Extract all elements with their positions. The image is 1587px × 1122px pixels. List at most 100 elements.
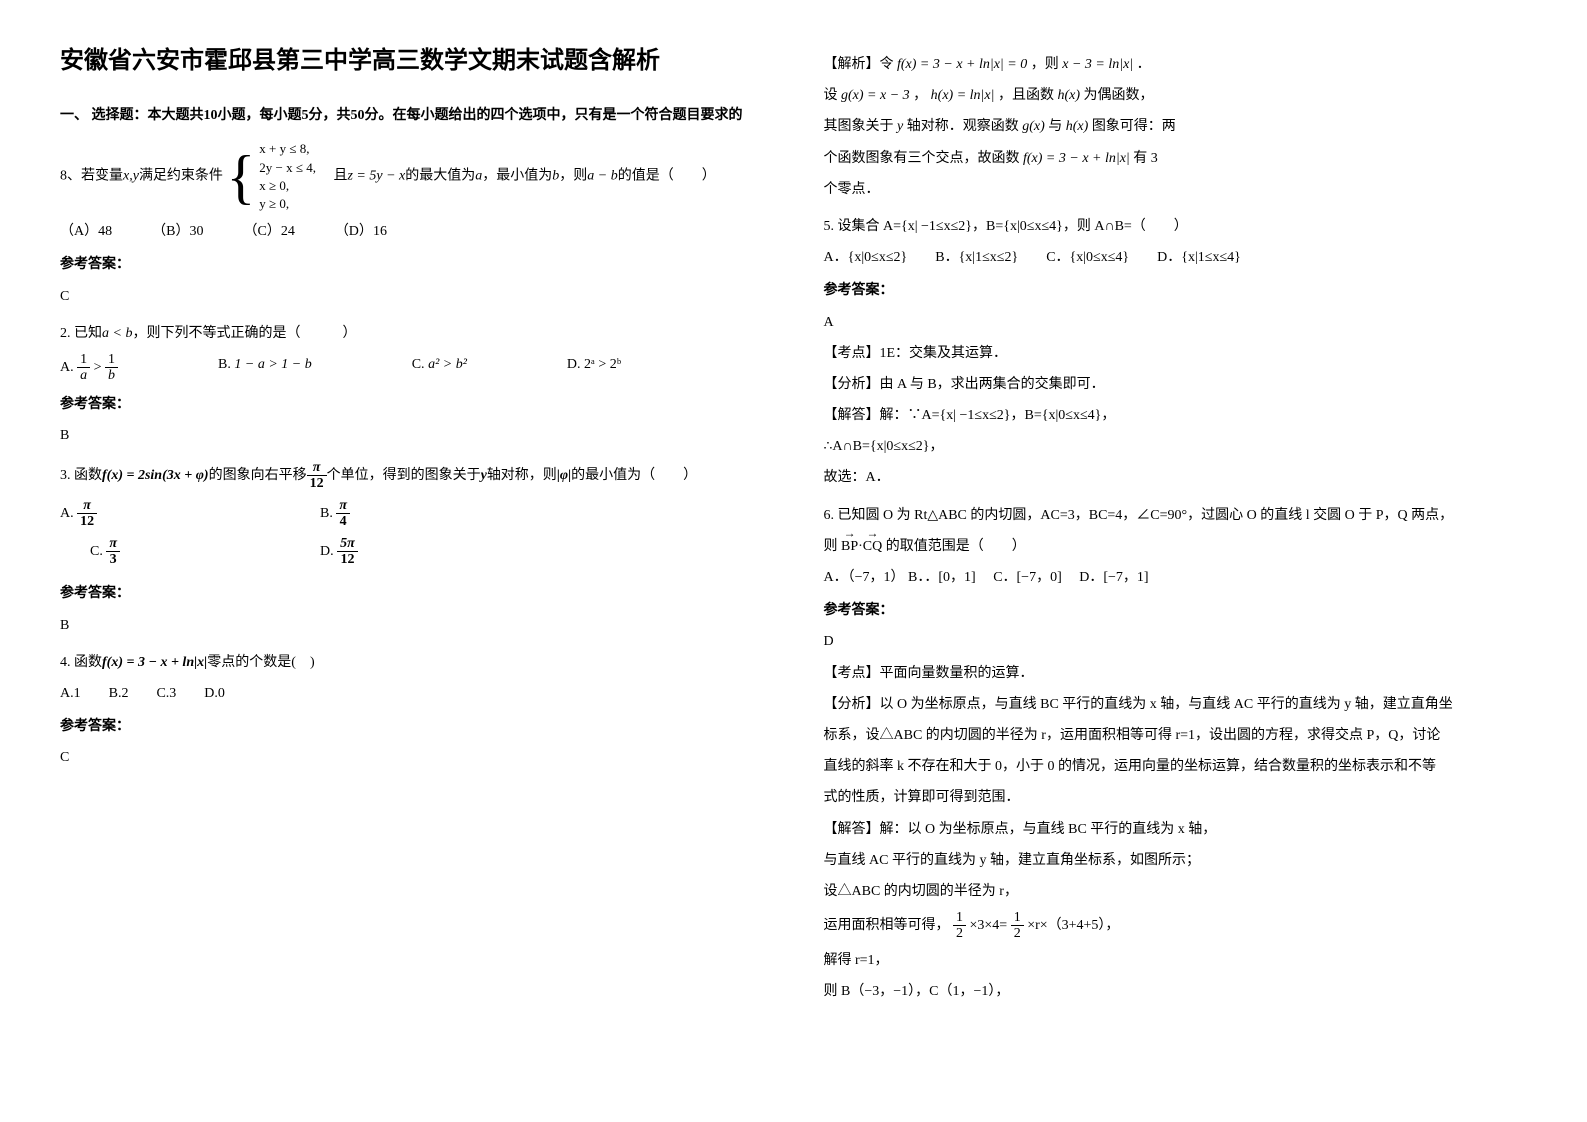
opt: A．{x|0≤x≤2} bbox=[824, 245, 908, 270]
sol-text: 其图象关于 bbox=[824, 119, 894, 134]
question-5: 5. 设集合 A={x| −1≤x≤2}，B={x|0≤x≤4}，则 A∩B=（… bbox=[824, 214, 1528, 491]
opt: D．[−7，1] bbox=[1079, 570, 1148, 585]
solution-4: 【解析】令 f(x) = 3 − x + ln|x| = 0 ，则 x − 3 … bbox=[824, 52, 1528, 202]
q2-stem: 2. 已知 bbox=[60, 326, 102, 341]
opt: C．[−7，0] bbox=[993, 570, 1062, 585]
q8-vars: x,y bbox=[123, 169, 139, 184]
q5-exp: ∴A∩B={x|0≤x≤2}， bbox=[824, 434, 1528, 459]
opt-label: C. bbox=[412, 357, 428, 372]
q8-stem: 的值是（ ） bbox=[618, 169, 716, 184]
opt-label: （C） bbox=[243, 224, 280, 239]
opt: A．（−7，1） bbox=[824, 570, 905, 585]
q8-stem: 且 bbox=[333, 169, 347, 184]
opt-label: （A） bbox=[60, 224, 98, 239]
q3-stem: 3. 函数 bbox=[60, 468, 102, 483]
opt-value: 24 bbox=[281, 224, 295, 239]
q4-options: A.1 B.2 C.3 D.0 bbox=[60, 681, 764, 706]
q2-options: A. 1a > 1b B. 1 − a > 1 − b C. a² > b² D… bbox=[60, 352, 764, 384]
opt: D．{x|1≤x≤4} bbox=[1157, 245, 1241, 270]
q2-answer: B bbox=[60, 423, 764, 448]
q2-stem: ，则下列不等式正确的是（ ） bbox=[132, 326, 356, 341]
sol-text: ． bbox=[1137, 57, 1151, 72]
opt-label: B. bbox=[320, 506, 336, 521]
sol-expr: g(x) bbox=[1022, 119, 1045, 134]
q6-options: A．（−7，1） B．．[0，1] C．[−7，0] D．[−7，1] bbox=[824, 565, 1528, 590]
sol-expr: h(x) = ln|x| bbox=[931, 88, 995, 103]
sol-text: ，且函数 bbox=[998, 88, 1054, 103]
q3-stem: 的图象向右平移 bbox=[209, 468, 307, 483]
q5-exp: 【分析】由 A 与 B，求出两集合的交集即可． bbox=[824, 372, 1528, 397]
vector-cq: CQ bbox=[863, 534, 882, 559]
q6-exp: 式的性质，计算即可得到范围． bbox=[824, 785, 1528, 810]
answer-label: 参考答案： bbox=[60, 392, 764, 417]
q5-stem: 5. 设集合 A={x| −1≤x≤2}，B={x|0≤x≤4}，则 A∩B=（… bbox=[824, 214, 1528, 239]
q5-options: A．{x|0≤x≤2} B．{x|1≤x≤2} C．{x|0≤x≤4} D．{x… bbox=[824, 245, 1528, 270]
question-8: 8、若变量x,y满足约束条件 { x + y ≤ 8, 2y − x ≤ 4, … bbox=[60, 140, 764, 308]
q8-stem: ，最小值为 bbox=[482, 169, 552, 184]
answer-label: 参考答案： bbox=[824, 598, 1528, 623]
sol-text: ， bbox=[913, 88, 927, 103]
sol-text: ，则 bbox=[1031, 57, 1059, 72]
q5-exp: 【考点】1E：交集及其运算． bbox=[824, 341, 1528, 366]
question-6: 6. 已知圆 O 为 Rt△ABC 的内切圆，AC=3，BC=4，∠C=90°，… bbox=[824, 503, 1528, 1005]
sys-line: x + y ≤ 8, bbox=[259, 141, 309, 156]
vector-bp: BP bbox=[841, 534, 858, 559]
q8-ab: a − b bbox=[587, 169, 617, 184]
question-3: 3. 函数f(x) = 2sin(3x + φ)的图象向右平移π12个单位，得到… bbox=[60, 460, 764, 638]
frac: π12 bbox=[307, 460, 327, 492]
q6-exp: 直线的斜率 k 不存在和大于 0，小于 0 的情况，运用向量的坐标运算，结合数量… bbox=[824, 754, 1528, 779]
q8-stem: 满足约束条件 bbox=[139, 169, 223, 184]
q6-exp: 标系，设△ABC 的内切圆的半径为 r，运用面积相等可得 r=1，设出圆的方程，… bbox=[824, 723, 1528, 748]
frac: 1b bbox=[105, 352, 118, 384]
q8-stem: 8、若变量 bbox=[60, 169, 123, 184]
gt: > bbox=[90, 360, 105, 375]
q6-exp: 解得 r=1， bbox=[824, 948, 1528, 973]
frac: 1a bbox=[77, 352, 90, 384]
opt-label: C. bbox=[90, 544, 106, 559]
answer-label: 参考答案： bbox=[824, 278, 1528, 303]
q8-stem: ，则 bbox=[559, 169, 587, 184]
sol-text: 【解析】令 bbox=[824, 57, 894, 72]
q4-fx: f(x) = 3 − x + ln|x| bbox=[102, 655, 207, 670]
q6-stem: 的取值范围是（ ） bbox=[886, 539, 1026, 554]
sol-expr: f(x) = 3 − x + ln|x| = 0 bbox=[897, 57, 1027, 72]
sol-expr: h(x) bbox=[1066, 119, 1089, 134]
q3-stem: 个单位，得到的图象关于 bbox=[327, 468, 481, 483]
sol-text: 有 3 bbox=[1133, 151, 1158, 166]
opt-value: 2ᵃ > 2ᵇ bbox=[584, 357, 621, 372]
opt-label: （B） bbox=[152, 224, 189, 239]
answer-label: 参考答案： bbox=[60, 581, 764, 606]
q6-exp: 【分析】以 O 为坐标原点，与直线 BC 平行的直线为 x 轴，与直线 AC 平… bbox=[824, 692, 1528, 717]
frac: π3 bbox=[106, 536, 120, 568]
q8-options: （A）48 （B）30 （C）24 （D）16 bbox=[60, 219, 764, 244]
opt-label: A. bbox=[60, 360, 77, 375]
opt-label: D. bbox=[320, 544, 337, 559]
q4-stem: 零点的个数是( ) bbox=[207, 655, 314, 670]
sol-expr: f(x) = 3 − x + ln|x| bbox=[1023, 151, 1130, 166]
q2-cond: a < b bbox=[102, 326, 132, 341]
phi: |φ| bbox=[557, 468, 571, 483]
q8-stem: 的最大值为 bbox=[405, 169, 475, 184]
frac: π12 bbox=[77, 498, 97, 530]
q5-answer: A bbox=[824, 310, 1528, 335]
q6-answer: D bbox=[824, 629, 1528, 654]
opt-label: D. bbox=[567, 357, 584, 372]
frac: 12 bbox=[953, 910, 966, 942]
sol-expr: y bbox=[897, 119, 903, 134]
q8-expr: z = 5y − x bbox=[347, 169, 405, 184]
q3-stem: 的最小值为（ ） bbox=[571, 468, 697, 483]
opt: B．{x|1≤x≤2} bbox=[935, 245, 1018, 270]
question-2: 2. 已知a < b，则下列不等式正确的是（ ） A. 1a > 1b B. 1… bbox=[60, 321, 764, 448]
sol-expr: x − 3 = ln|x| bbox=[1062, 57, 1133, 72]
q8-answer: C bbox=[60, 284, 764, 309]
opt-value: 30 bbox=[189, 224, 203, 239]
q6-exp: 运用面积相等可得， bbox=[824, 918, 950, 933]
q6-exp: ×r×（3+4+5）， bbox=[1027, 918, 1119, 933]
opt-value: 16 bbox=[373, 224, 387, 239]
sol-expr: h(x) bbox=[1057, 88, 1080, 103]
opt-value: 48 bbox=[98, 224, 112, 239]
sol-text: 个零点． bbox=[824, 177, 1528, 202]
opt-label: B. bbox=[218, 357, 234, 372]
q6-exp: 与直线 AC 平行的直线为 y 轴，建立直角坐标系，如图所示； bbox=[824, 848, 1528, 873]
q6-exp: ×3×4= bbox=[970, 918, 1008, 933]
